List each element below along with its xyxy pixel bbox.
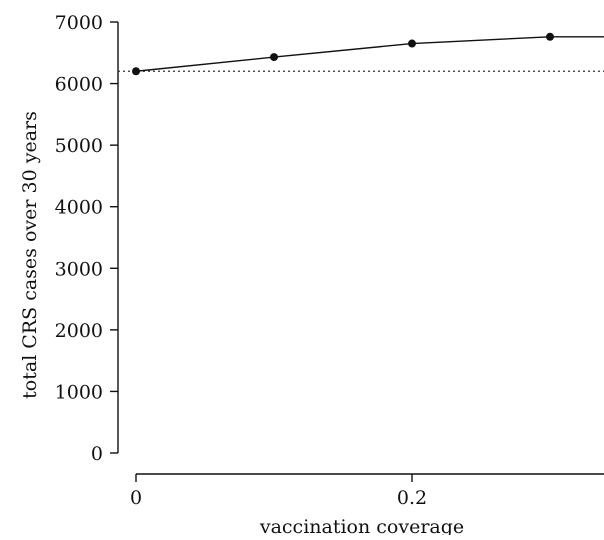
y-tick-label: 4000 (55, 197, 103, 219)
y-tick-label: 7000 (55, 12, 103, 34)
x-tick-label: 0.2 (397, 487, 427, 509)
y-tick-label: 1000 (55, 381, 103, 403)
y-axis-title: total CRS cases over 30 years (19, 111, 41, 399)
data-point (270, 53, 278, 62)
data-point (546, 32, 554, 41)
y-tick-label: 6000 (55, 74, 103, 96)
data-point (132, 67, 140, 76)
series-line (135, 36, 604, 72)
x-axis: 00.20.40.60.8 (130, 473, 604, 509)
y-tick-label: 0 (91, 443, 103, 465)
series-layer (132, 32, 604, 76)
y-tick-label: 3000 (55, 258, 103, 280)
y-tick-label: 2000 (55, 320, 103, 342)
y-axis: 0 1000 2000 3000 4000 5000 6000 7000 (55, 12, 119, 465)
data-point (408, 39, 416, 48)
x-tick-label: 0 (130, 487, 142, 509)
x-axis-title: vaccination coverage (259, 516, 464, 535)
y-tick-label: 5000 (55, 135, 103, 157)
